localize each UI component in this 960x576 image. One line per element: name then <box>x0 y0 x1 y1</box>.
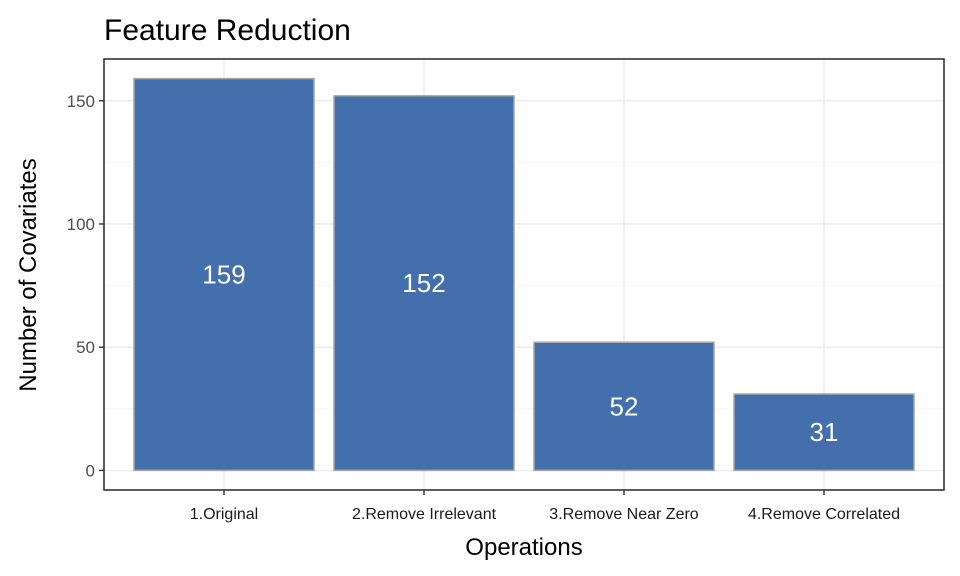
y-tick-label: 50 <box>76 338 95 357</box>
chart-title: Feature Reduction <box>104 14 351 47</box>
bar-value-label: 159 <box>202 260 245 290</box>
x-axis-title: Operations <box>465 534 582 561</box>
y-axis-title: Number of Covariates <box>15 158 42 391</box>
bar <box>733 393 915 472</box>
bar <box>333 95 515 472</box>
x-axis: 1.Original 2.Remove Irrelevant 3.Remove Ne… <box>190 490 900 523</box>
bar-value-label: 31 <box>810 417 839 447</box>
y-axis: 0 50 100 150 <box>67 92 104 480</box>
y-tick-label: 150 <box>67 92 95 111</box>
y-tick-label: 0 <box>86 461 95 480</box>
bars <box>133 77 915 472</box>
bar-value-label: 152 <box>402 268 445 298</box>
x-tick-label: 1.Original <box>190 506 258 523</box>
plot-panel-border <box>103 58 945 491</box>
bar <box>133 77 315 472</box>
bar-value-label: 52 <box>610 391 639 421</box>
y-tick-label: 100 <box>67 215 95 234</box>
x-tick-label: 4.Remove Correlated <box>748 506 900 523</box>
bar <box>533 341 715 472</box>
x-tick-label: 2.Remove Irrelevant <box>352 506 497 523</box>
x-tick-label: 3.Remove Near Zero <box>549 506 698 523</box>
bar-value-labels: 159 152 52 31 <box>202 260 838 448</box>
